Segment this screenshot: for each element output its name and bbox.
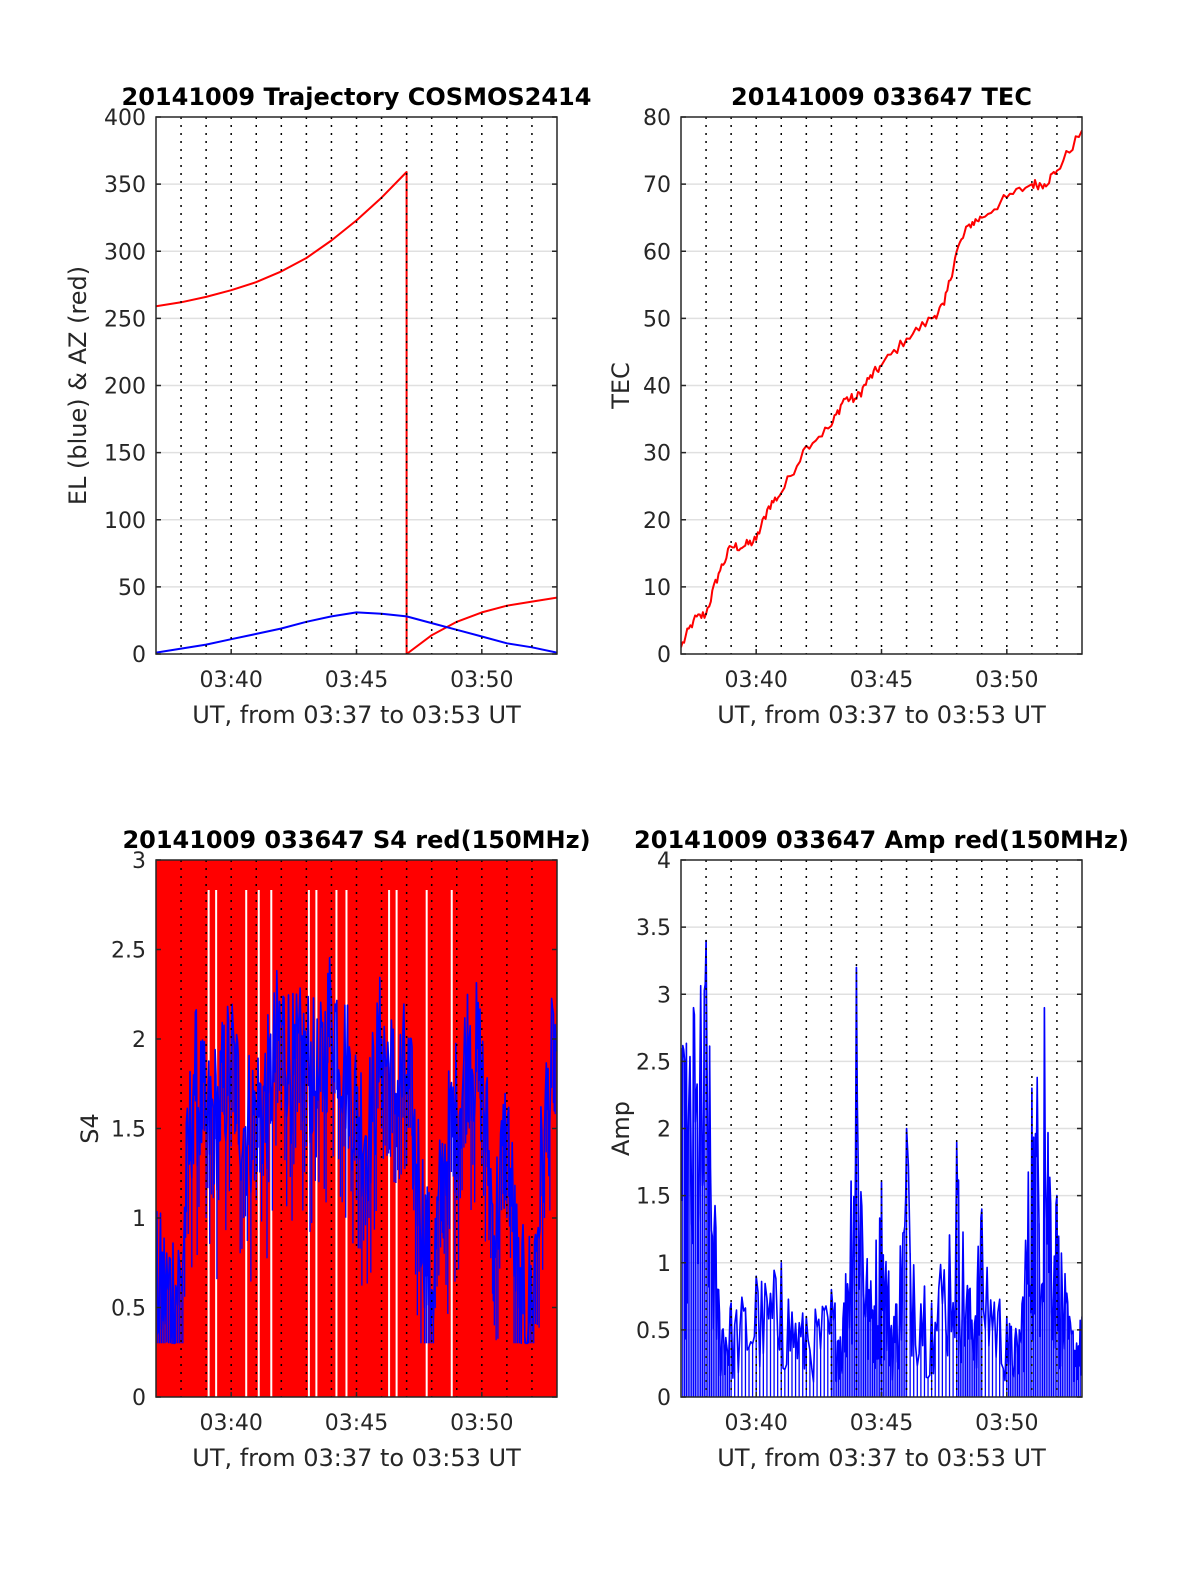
y-tick-label: 0.5: [111, 1297, 146, 1322]
y-tick-label: 10: [643, 576, 671, 601]
y-tick-label: 400: [104, 106, 146, 131]
chart-title: 20141009 033647 Amp red(150MHz): [634, 826, 1129, 854]
x-tick-label: 03:45: [325, 668, 388, 693]
y-axis-label: EL (blue) & AZ (red): [64, 266, 92, 505]
y-tick-label: 80: [643, 106, 671, 131]
trajectory-series-blue: [156, 611, 557, 654]
amp-panel: 0 0.5 1 1.5 2 2.5 3 3.5 4 03:40 03:45 03:50 UT, from…: [607, 826, 1129, 1472]
y-tick-label: 3: [132, 849, 146, 874]
y-tick-label: 20: [643, 509, 671, 534]
x-axis-label: UT, from 03:37 to 03:53 UT: [717, 1444, 1046, 1472]
x-tick-label: 03:50: [975, 1411, 1038, 1436]
s4-panel: 0 0.5 1 1.5 2 2.5 3 03:40 03:45 03:50 UT, from 03:…: [76, 826, 591, 1472]
y-axis-label: Amp: [607, 1101, 635, 1156]
y-tick-label: 2.5: [636, 1050, 671, 1075]
y-axis-label: TEC: [607, 362, 635, 410]
y-tick-label: 2: [132, 1028, 146, 1053]
y-tick-label: 200: [104, 375, 146, 400]
y-tick-label: 150: [104, 442, 146, 467]
y-tick-label: 0: [657, 1386, 671, 1411]
plot-series: [681, 129, 1082, 648]
y-tick-label: 60: [643, 240, 671, 265]
x-tick-label: 03:50: [450, 668, 513, 693]
y-tick-label: 1.5: [636, 1185, 671, 1210]
y-tick-label: 2: [657, 1118, 671, 1143]
y-tick-label: 3.5: [636, 916, 671, 941]
plot-series: [156, 171, 557, 654]
trajectory-series-red: [156, 171, 557, 654]
y-tick-label: 50: [118, 576, 146, 601]
chart-title: 20141009 Trajectory COSMOS2414: [122, 83, 592, 111]
y-tick-label: 1: [132, 1207, 146, 1232]
plot-series: [681, 939, 1082, 1397]
x-tick-label: 03:40: [199, 1411, 262, 1436]
chart-title: 20141009 033647 S4 red(150MHz): [122, 826, 590, 854]
y-tick-label: 70: [643, 173, 671, 198]
y-tick-label: 30: [643, 442, 671, 467]
x-tick-label: 03:40: [724, 668, 787, 693]
y-tick-label: 1: [657, 1252, 671, 1277]
y-tick-label: 0: [132, 1386, 146, 1411]
x-tick-label: 03:40: [724, 1411, 787, 1436]
x-tick-label: 03:45: [850, 668, 913, 693]
trajectory-panel: 0 50 100 150 200 250 300 350 400 03:40 03:45 03:50 U…: [64, 83, 591, 729]
y-tick-label: 0: [132, 643, 146, 668]
y-tick-label: 300: [104, 240, 146, 265]
tec-panel: 0 10 20 30 40 50 60 70 80 03:40 03:45 03:50 UT, from…: [607, 83, 1083, 729]
y-tick-label: 100: [104, 509, 146, 534]
y-tick-label: 0: [657, 643, 671, 668]
tec-series-red: [681, 129, 1082, 648]
y-tick-label: 350: [104, 173, 146, 198]
y-tick-label: 50: [643, 307, 671, 332]
x-axis-label: UT, from 03:37 to 03:53 UT: [192, 701, 521, 729]
y-tick-label: 3: [657, 983, 671, 1008]
y-tick-label: 4: [657, 849, 671, 874]
x-tick-label: 03:40: [199, 668, 262, 693]
y-tick-label: 2.5: [111, 939, 146, 964]
x-tick-label: 03:45: [325, 1411, 388, 1436]
y-tick-label: 40: [643, 375, 671, 400]
y-tick-label: 0.5: [636, 1319, 671, 1344]
y-tick-label: 250: [104, 307, 146, 332]
y-tick-label: 1.5: [111, 1118, 146, 1143]
x-tick-label: 03:45: [850, 1411, 913, 1436]
x-axis-label: UT, from 03:37 to 03:53 UT: [192, 1444, 521, 1472]
x-axis-label: UT, from 03:37 to 03:53 UT: [717, 701, 1046, 729]
x-tick-label: 03:50: [450, 1411, 513, 1436]
x-tick-label: 03:50: [975, 668, 1038, 693]
y-axis-label: S4: [76, 1113, 104, 1144]
chart-title: 20141009 033647 TEC: [731, 83, 1032, 111]
